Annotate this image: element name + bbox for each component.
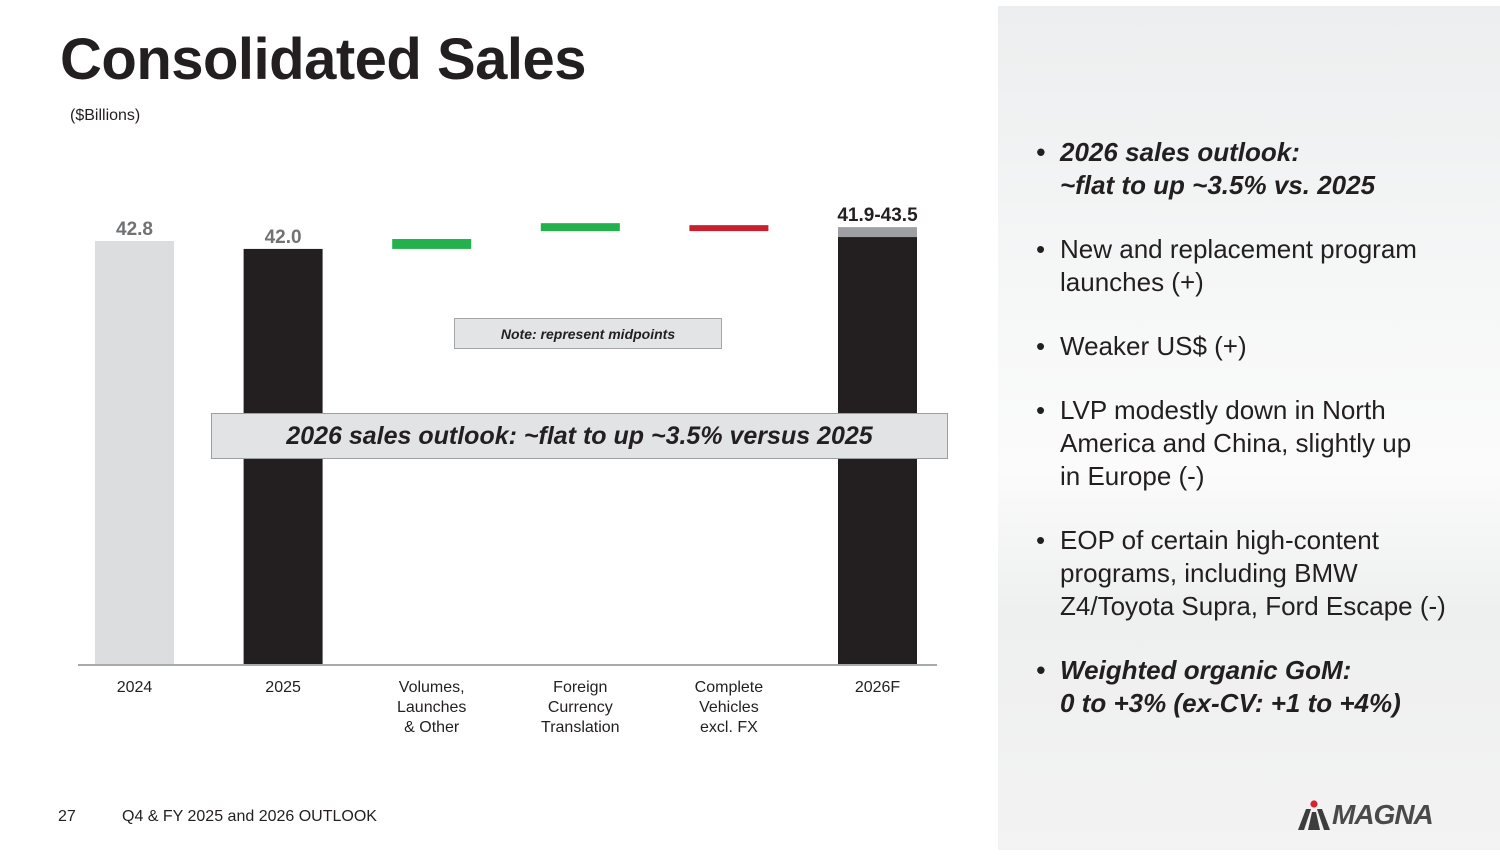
logo-text: MAGNA (1332, 799, 1434, 830)
midpoint-note: Note: represent midpoints (454, 318, 722, 349)
bullet-text-line: America and China, slightly up (1060, 428, 1412, 458)
bullet-item: • LVP modestly down in North America and C… (1034, 394, 1484, 493)
bullet-text-line: programs, including BMW (1060, 558, 1358, 588)
data-label-2026f: 41.9-43.5 (837, 205, 918, 226)
category-label-complete-vehicles-excl-fx: excl. FX (700, 719, 758, 736)
bar-range-2026f (838, 227, 917, 238)
unit-label: ($Billions) (70, 107, 141, 124)
category-label-complete-vehicles-excl-fx: Complete (695, 679, 764, 696)
category-label-volumes-launches-other: Volumes, (399, 679, 465, 696)
outlook-banner: 2026 sales outlook: ~flat to up ~3.5% ve… (211, 413, 948, 459)
bullet-text-line: Z4/Toyota Supra, Ford Escape (-) (1060, 591, 1446, 621)
bullet-text-line: 2026 sales outlook: (1060, 137, 1300, 167)
bullet-text-line: LVP modestly down in North (1060, 395, 1386, 425)
magna-logo: MAGNA (1298, 800, 1443, 830)
bullet-item: • Weaker US$ (+) (1034, 330, 1484, 363)
category-label-complete-vehicles-excl-fx: Vehicles (699, 699, 759, 716)
bullet-dot: • (1036, 331, 1046, 361)
slide-title: Consolidated Sales (60, 27, 587, 92)
bullet-text-line: Weaker US$ (+) (1060, 331, 1247, 361)
bullet-dot: • (1036, 137, 1046, 167)
bar-volumes-launches-other (392, 239, 472, 249)
bullet-text-line: Weighted organic GoM: (1060, 655, 1352, 685)
bullet-item: • New and replacement program launches (+) (1034, 233, 1484, 299)
footer-text: Q4 & FY 2025 and 2026 OUTLOOK (122, 808, 377, 825)
magna-logo-icon (1298, 800, 1330, 830)
bullet-text-line: EOP of certain high-content (1060, 525, 1379, 555)
bullet-item: • EOP of certain high-content programs, in… (1034, 524, 1484, 623)
waterfall-chart: 42.8 2024 42.0 2025 Volumes, Launches & Other F… (78, 205, 937, 736)
outlook-sidebar: • 2026 sales outlook: ~flat to up ~3.5% vs… (998, 6, 1500, 850)
bar-foreign-currency-translation (540, 223, 620, 232)
bullet-dot: • (1036, 234, 1046, 264)
data-label-2024: 42.8 (116, 219, 153, 240)
page-number: 27 (58, 808, 76, 825)
category-label-foreign-currency-translation: Currency (548, 699, 613, 716)
bar-2024 (95, 241, 174, 665)
bullet-list: • 2026 sales outlook: ~flat to up ~3.5% vs… (1034, 136, 1484, 751)
bullet-text-line: launches (+) (1060, 267, 1204, 297)
bullet-dot: • (1036, 655, 1046, 685)
bullet-dot: • (1036, 395, 1046, 425)
bullet-text-line: in Europe (-) (1060, 461, 1205, 491)
bullet-text-line: 0 to +3% (ex-CV: +1 to +4%) (1060, 688, 1401, 718)
category-label-volumes-launches-other: & Other (404, 719, 460, 736)
bullet-text-line: New and replacement program (1060, 234, 1417, 264)
category-label-volumes-launches-other: Launches (397, 699, 466, 716)
category-label-2024: 2024 (117, 679, 153, 696)
data-label-2025: 42.0 (265, 227, 302, 248)
category-label-2025: 2025 (265, 679, 301, 696)
category-label-foreign-currency-translation: Foreign (553, 679, 607, 696)
bullet-item: • Weighted organic GoM: 0 to +3% (ex-CV: +… (1034, 654, 1484, 720)
bullet-text-line: ~flat to up ~3.5% vs. 2025 (1060, 170, 1376, 200)
category-label-2026f: 2026F (855, 679, 901, 696)
category-label-foreign-currency-translation: Translation (541, 719, 620, 736)
bar-complete-vehicles-excl-fx (689, 225, 769, 232)
bullet-item: • 2026 sales outlook: ~flat to up ~3.5% vs… (1034, 136, 1484, 202)
bullet-dot: • (1036, 525, 1046, 555)
